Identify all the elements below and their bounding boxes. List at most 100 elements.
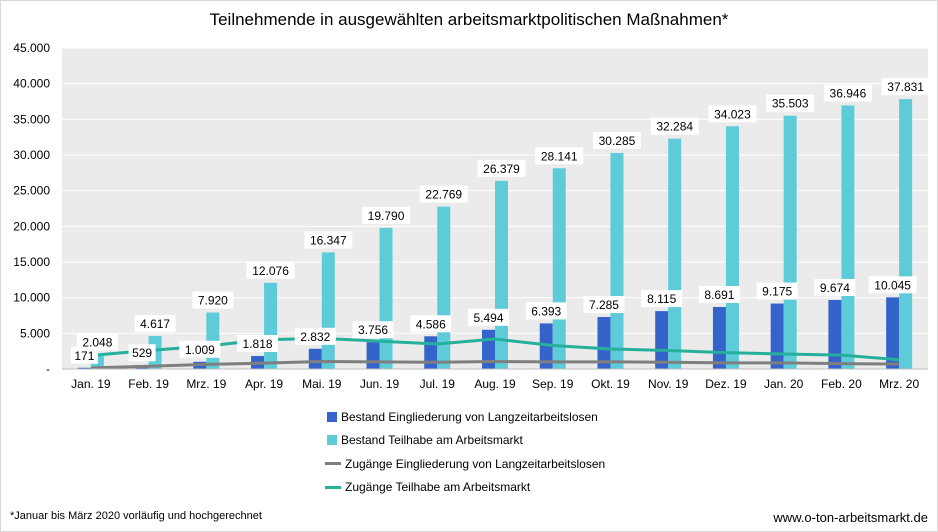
bar <box>655 311 669 369</box>
bar <box>597 317 611 369</box>
data-label-box <box>294 327 336 345</box>
y-tick-label: 5.000 <box>20 326 50 340</box>
x-tick-label: Mrz. 19 <box>186 377 226 391</box>
data-label-box <box>868 276 917 294</box>
x-tick-label: Jan. 20 <box>764 377 804 391</box>
data-label: 171 <box>74 349 94 363</box>
data-label-box <box>134 315 176 333</box>
data-label: 4.617 <box>140 317 170 331</box>
data-label: 32.284 <box>656 120 693 134</box>
data-label: 37.831 <box>887 80 924 94</box>
x-tick-label: Mrz. 20 <box>879 377 919 391</box>
data-label: 22.769 <box>425 188 462 202</box>
x-tick-label: Feb. 20 <box>821 377 862 391</box>
data-label: 529 <box>132 346 152 360</box>
x-tick-label: Mai. 19 <box>302 377 342 391</box>
data-label: 9.175 <box>762 285 792 299</box>
data-label: 7.285 <box>589 298 619 312</box>
data-label-box <box>766 94 815 112</box>
data-label: 4.586 <box>416 317 446 331</box>
series-line <box>90 336 900 362</box>
bar <box>552 168 566 369</box>
data-label-box <box>362 206 411 224</box>
data-label: 7.920 <box>198 294 228 308</box>
data-label-box <box>352 321 394 339</box>
y-tick-label: 45.000 <box>13 41 50 55</box>
y-tick-label: - <box>46 362 50 376</box>
legend: Bestand Eingliederung von Langzeitarbeit… <box>325 405 605 499</box>
x-tick-label: Jul. 19 <box>420 377 456 391</box>
data-label-box <box>583 296 625 314</box>
bar <box>770 303 784 369</box>
legend-swatch <box>327 411 337 422</box>
data-label: 26.379 <box>483 162 520 176</box>
data-label-box <box>419 185 468 203</box>
data-label-box <box>410 315 452 333</box>
data-label-box <box>468 308 509 326</box>
x-tick-label: Nov. 19 <box>648 377 689 391</box>
legend-item: Zugänge Teilhabe am Arbeitsmarkt <box>325 476 605 500</box>
footnote: *Januar bis März 2020 vorläufig und hoch… <box>10 510 262 522</box>
chart-plot: 171 529 1.009 1.818 2.832 3.756 4.586 5.494 6.39… <box>13 41 930 391</box>
bar <box>206 312 220 369</box>
legend-item: Zugänge Eingliederung von Langzeitarbeit… <box>325 452 605 476</box>
bar <box>366 342 380 369</box>
data-label-box <box>823 84 872 102</box>
data-label: 36.946 <box>830 86 867 100</box>
bar <box>712 307 726 369</box>
data-label-box <box>304 231 353 249</box>
bar <box>379 227 393 369</box>
data-label: 2.832 <box>300 330 330 344</box>
data-label-box <box>708 105 757 123</box>
data-label-box <box>641 290 683 308</box>
data-label-box <box>246 261 295 279</box>
data-label-box <box>881 78 930 96</box>
legend-label: Bestand Teilhabe am Arbeitsmarkt <box>341 433 523 448</box>
x-tick-label: Sep. 19 <box>532 377 574 391</box>
website-credit: www.o-ton-arbeitsmarkt.de <box>773 510 928 525</box>
x-tick-label: Dez. 19 <box>705 377 747 391</box>
data-label-box <box>128 344 156 362</box>
x-tick-label: Apr. 19 <box>245 377 283 391</box>
legend-swatch <box>327 435 337 446</box>
data-label: 1.818 <box>243 337 273 351</box>
data-label-box <box>70 346 98 364</box>
bar <box>610 152 624 369</box>
data-label-box <box>237 335 279 353</box>
legend-item: Bestand Teilhabe am Arbeitsmarkt <box>325 429 605 453</box>
bar <box>308 348 322 369</box>
data-label: 12.076 <box>252 264 289 278</box>
y-tick-label: 10.000 <box>13 291 50 305</box>
bar <box>321 252 335 369</box>
x-tick-label: Jun. 19 <box>360 377 400 391</box>
legend-swatch <box>325 485 341 489</box>
bar <box>264 282 278 369</box>
data-label: 6.393 <box>531 304 561 318</box>
x-tick-label: Feb. 19 <box>128 377 169 391</box>
bar <box>828 299 842 369</box>
data-label: 8.691 <box>704 288 734 302</box>
bar <box>77 367 91 369</box>
data-label-box <box>756 282 798 300</box>
data-label-box <box>525 302 567 320</box>
y-tick-label: 40.000 <box>13 77 50 91</box>
data-label: 9.674 <box>820 281 850 295</box>
bar <box>841 105 855 369</box>
data-label: 30.285 <box>599 134 636 148</box>
legend-item: Bestand Eingliederung von Langzeitarbeit… <box>325 405 605 429</box>
data-label-box <box>192 291 234 309</box>
data-label: 8.115 <box>647 292 676 306</box>
data-label: 28.141 <box>541 149 578 163</box>
data-label: 1.009 <box>185 343 215 357</box>
data-label: 35.503 <box>772 97 809 111</box>
y-tick-label: 15.000 <box>13 255 50 269</box>
legend-swatch <box>325 462 341 466</box>
bar <box>886 297 900 369</box>
series-line <box>90 360 900 370</box>
data-label: 3.756 <box>358 323 388 337</box>
data-label-box <box>535 147 584 165</box>
data-label-box <box>650 117 699 135</box>
data-label: 10.045 <box>874 278 911 292</box>
data-label-box <box>76 333 118 351</box>
legend-label: Zugänge Eingliederung von Langzeitarbeit… <box>345 456 606 471</box>
